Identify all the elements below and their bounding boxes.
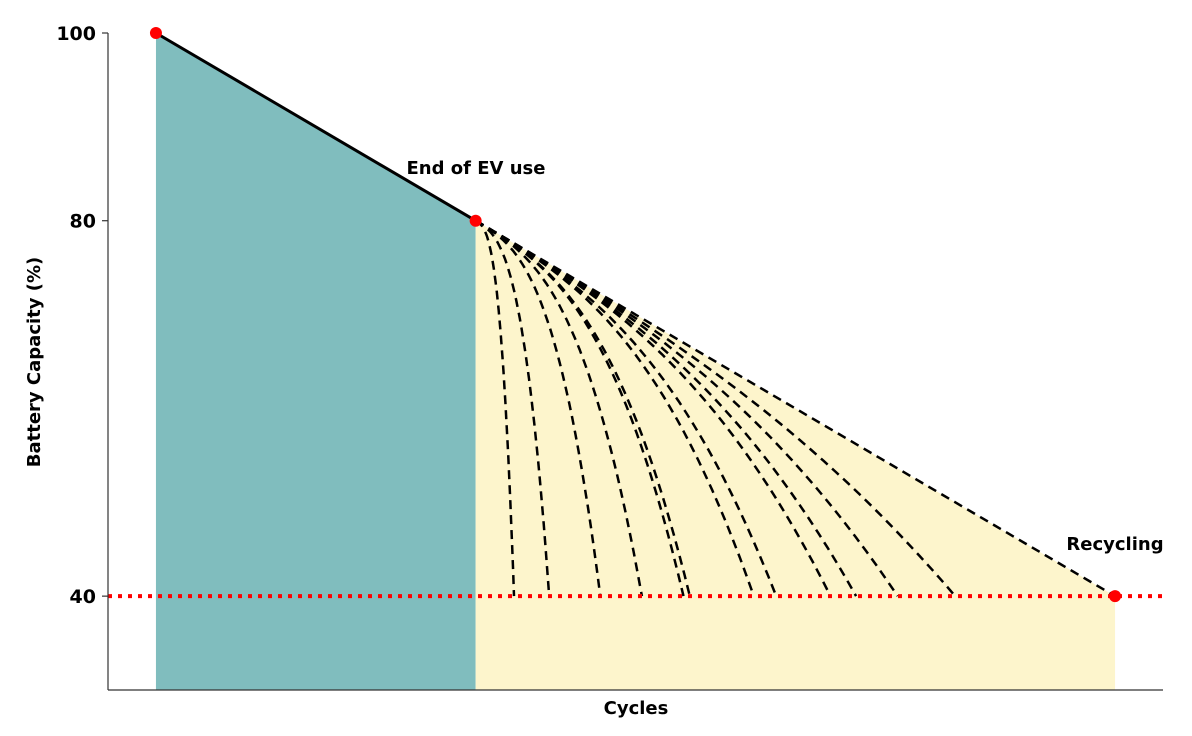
- point-marker-2: [469, 214, 482, 227]
- region-second-life: [475, 220, 1116, 690]
- point-marker-1: [149, 27, 162, 39]
- degradation-curve-8: [475, 219, 778, 597]
- second-life-line: [475, 219, 1116, 598]
- ev-use-line: [155, 31, 477, 223]
- y-axis-label: Battery Capacity (%): [24, 257, 45, 467]
- point-label-recycling: Recycling: [1066, 534, 1163, 555]
- point-marker-3: [1109, 590, 1122, 603]
- region-ev-use: [155, 33, 476, 690]
- point-label-end-of-ev-use: End of EV use: [407, 158, 546, 179]
- y-tick-label-100: 100: [56, 23, 96, 45]
- y-tick-label-40: 40: [70, 586, 96, 608]
- y-tick-label-80: 80: [70, 211, 96, 233]
- degradation-curve-5: [475, 219, 685, 597]
- degradation-curve-10: [475, 219, 858, 597]
- x-axis-label: Cycles: [604, 698, 669, 719]
- degradation-curve-6: [475, 219, 692, 597]
